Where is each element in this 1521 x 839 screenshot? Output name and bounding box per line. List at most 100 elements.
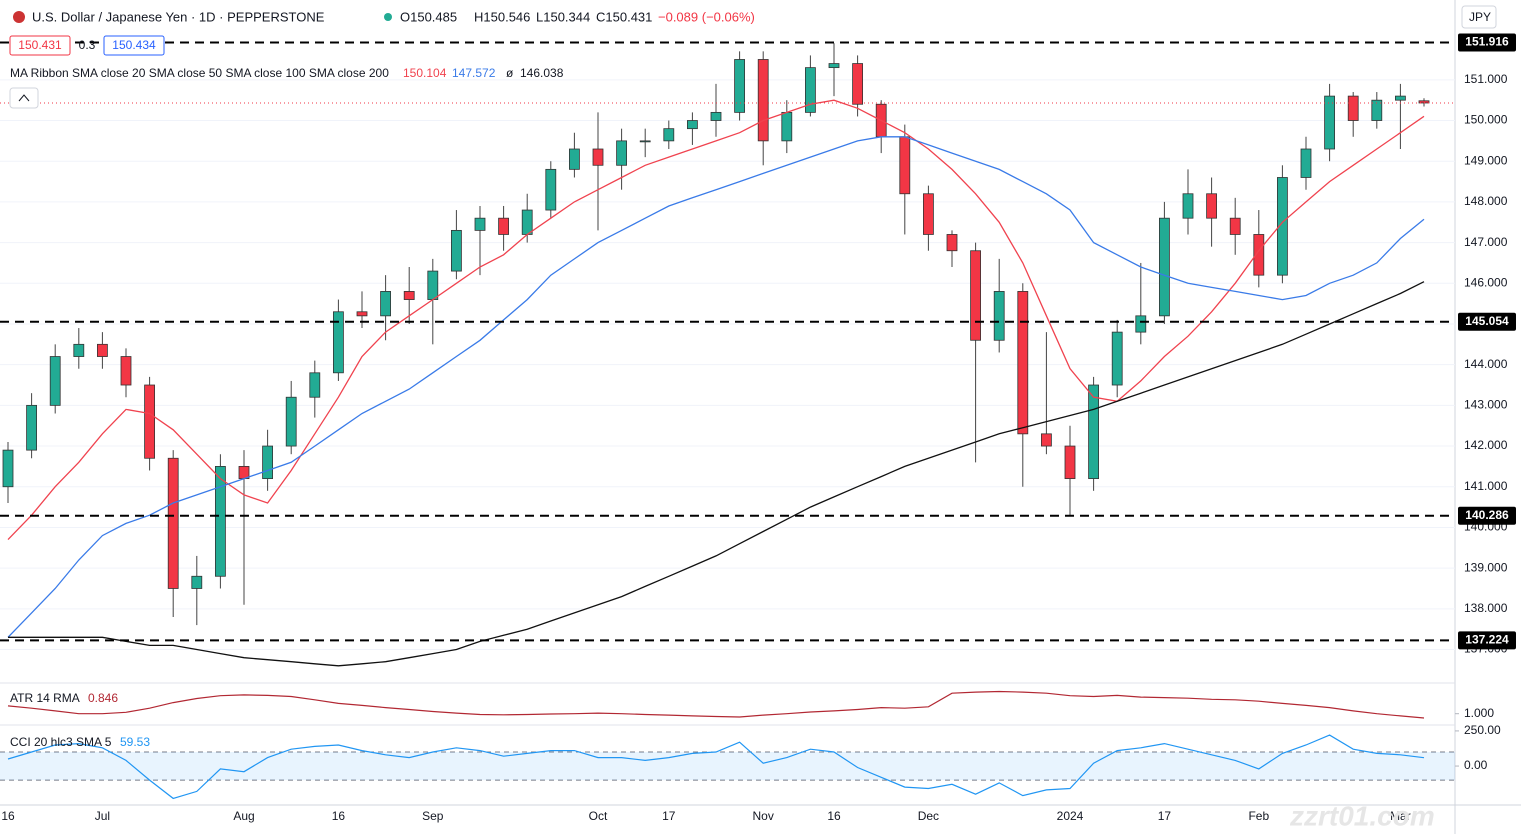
candle-body	[120, 356, 132, 386]
moving-average	[8, 281, 1425, 667]
candle-body	[710, 111, 722, 121]
cci-value: 59.53	[120, 735, 150, 749]
candle-body	[97, 343, 108, 357]
spread: 0.3	[79, 38, 96, 52]
y-tick-label: 146.000	[1464, 275, 1508, 289]
candle-body	[592, 148, 604, 166]
candle-body	[946, 234, 958, 252]
x-tick-label: Aug	[233, 809, 254, 823]
level-tag	[1458, 506, 1516, 525]
candle-body	[498, 217, 510, 235]
collapse-button[interactable]	[9, 87, 39, 109]
moving-average	[7, 136, 1425, 638]
ohlc-close: C150.431	[596, 9, 652, 24]
candle-body	[1371, 99, 1383, 121]
candle-body	[1159, 217, 1170, 317]
candle-body	[144, 384, 156, 459]
candle-body	[73, 343, 85, 357]
sma50-value: 147.572	[452, 66, 496, 80]
y-tick-label: 1.000	[1464, 706, 1494, 720]
candle-body	[521, 209, 533, 235]
candle-body	[1088, 384, 1099, 480]
y-tick-label: 150.000	[1464, 113, 1508, 127]
candle-body	[781, 111, 793, 142]
candle-body	[450, 229, 462, 272]
level-label: 140.286	[1465, 508, 1509, 522]
y-tick-label: 148.000	[1464, 194, 1508, 208]
x-tick-label: 17	[662, 809, 676, 823]
y-tick-label: 0.00	[1464, 758, 1488, 772]
bid[interactable]: 150.431	[18, 38, 62, 52]
y-tick-label: 144.000	[1464, 357, 1508, 371]
candle-body	[1324, 95, 1335, 150]
y-tick-label: 143.000	[1464, 398, 1508, 412]
x-tick-label: Dec	[918, 809, 939, 823]
cci-title: CCI 20 hlc3 SMA 5	[10, 735, 112, 749]
candle-body	[332, 311, 344, 374]
candle-body	[923, 193, 934, 235]
ohlc-low: L150.344	[536, 9, 590, 24]
candle-body	[2, 449, 14, 488]
x-tick-label: Feb	[1248, 809, 1269, 823]
candle-body	[970, 250, 981, 341]
level-label: 151.916	[1465, 35, 1509, 49]
candle-body	[1111, 331, 1123, 386]
candle-body	[191, 575, 203, 589]
candle-body	[663, 128, 675, 142]
y-tick-label: 141.000	[1464, 479, 1508, 493]
candle-body	[1017, 291, 1029, 435]
candle-body	[1300, 148, 1312, 178]
bid-box[interactable]	[9, 35, 71, 56]
level-tag	[1458, 312, 1516, 331]
candle-body	[403, 291, 415, 300]
symbol-title[interactable]: U.S. Dollar / Japanese Yen · 1D · PEPPER…	[32, 9, 325, 24]
sma100-hidden: ø	[506, 66, 514, 80]
level-label: 145.054	[1465, 314, 1509, 328]
y-tick-label: 151.000	[1464, 72, 1508, 86]
currency-button[interactable]	[1461, 5, 1497, 29]
ohlc-open: O150.485	[400, 9, 457, 24]
change: −0.089 (−0.06%)	[658, 9, 755, 24]
candle-body	[993, 291, 1005, 341]
currency[interactable]: JPY	[1469, 10, 1491, 24]
y-tick-label: 139.000	[1464, 560, 1508, 574]
candle-body	[380, 291, 392, 317]
moving-average	[7, 99, 1425, 541]
x-tick-label: 2024	[1057, 809, 1084, 823]
candle-body	[545, 168, 557, 211]
x-tick-label: 16	[1, 809, 15, 823]
candle-body	[852, 63, 863, 105]
level-tag	[1458, 33, 1516, 52]
candle-body	[1041, 433, 1052, 447]
y-tick-label: 250.00	[1464, 723, 1501, 737]
atr-title: ATR 14 RMA	[10, 691, 80, 705]
candle-body	[569, 148, 580, 170]
candle-body	[899, 136, 911, 195]
candle-body	[1395, 95, 1406, 101]
x-tick-label: 16	[827, 809, 841, 823]
indicator-label: MA Ribbon SMA close 20 SMA close 50 SMA …	[10, 66, 389, 80]
x-tick-label: Sep	[422, 809, 444, 823]
candle-body	[757, 59, 769, 142]
y-tick-label: 147.000	[1464, 235, 1508, 249]
candle-body	[1277, 177, 1288, 276]
y-tick-label: 149.000	[1464, 153, 1508, 167]
x-tick-label: Jul	[95, 809, 110, 823]
ohlc-high: H150.546	[474, 9, 530, 24]
x-tick-label: Nov	[753, 809, 774, 823]
ask[interactable]: 150.434	[112, 38, 156, 52]
candle-body	[1182, 193, 1194, 219]
x-tick-label: Mar	[1390, 809, 1411, 823]
candle-body	[1229, 217, 1241, 235]
x-tick-label: 17	[1158, 809, 1172, 823]
overlay: U.S. Dollar / Japanese Yen · 1D · PEPPER…	[9, 5, 1497, 831]
ask-box[interactable]	[103, 35, 165, 56]
level-tag	[1458, 631, 1516, 650]
candle-body	[214, 466, 226, 577]
x-tick-label: 16	[332, 809, 346, 823]
candle-body	[427, 270, 439, 300]
sma200-value: 146.038	[520, 66, 564, 80]
candle-body	[309, 372, 321, 398]
candle-body	[734, 59, 745, 113]
